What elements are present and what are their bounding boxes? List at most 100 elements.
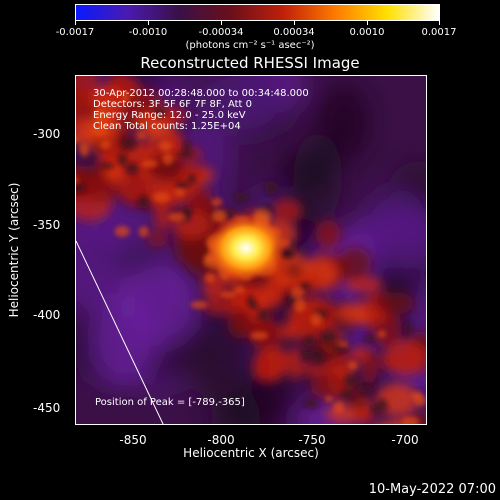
heatmap-texture xyxy=(313,352,326,365)
colorbar-label: 0.00034 xyxy=(273,27,315,38)
heatmap-texture xyxy=(141,160,159,168)
heatmap-texture xyxy=(121,136,138,151)
heatmap-texture xyxy=(94,108,107,123)
heatmap-texture xyxy=(76,182,86,194)
heatmap-texture xyxy=(377,330,386,338)
heatmap-texture xyxy=(375,398,389,412)
heatmap-texture xyxy=(162,153,174,165)
y-tick-label: -300 xyxy=(33,127,61,141)
x-tick-label: -850 xyxy=(119,433,147,447)
colorbar-label: 0.0010 xyxy=(349,27,385,38)
heatmap-texture xyxy=(190,300,208,309)
heatmap-texture xyxy=(121,92,130,102)
info-clean-counts: Clean Total counts: 1.25E+04 xyxy=(93,121,241,132)
x-axis-title: Heliocentric X (arcsec) xyxy=(183,446,319,460)
footer-date: 10-May-2022 07:00 xyxy=(368,482,496,497)
x-tick-label: -800 xyxy=(207,433,235,447)
heatmap-texture xyxy=(315,219,341,249)
colorbar-label: 0.0017 xyxy=(421,27,457,38)
heatmap-texture xyxy=(98,162,115,169)
plot-title: Reconstructed RHESSI Image xyxy=(140,54,360,72)
heatmap-texture xyxy=(272,198,303,223)
heatmap-texture xyxy=(333,345,349,353)
peak-source xyxy=(206,214,286,282)
heatmap-texture xyxy=(360,350,378,384)
info-energy-range: Energy Range: 12.0 - 25.0 keV xyxy=(93,110,246,121)
heatmap-texture xyxy=(153,192,171,203)
heatmap-texture xyxy=(316,84,371,163)
heatmap-texture xyxy=(76,87,83,121)
heatmap-image xyxy=(76,76,426,424)
heatmap-texture xyxy=(367,206,426,269)
heatmap-texture xyxy=(303,398,319,409)
heatmap-texture xyxy=(204,273,216,283)
heatmap-texture xyxy=(324,395,334,402)
heatmap-texture xyxy=(250,331,269,340)
heatmap-texture xyxy=(249,302,260,310)
heatmap-texture xyxy=(89,292,159,381)
heatmap-texture xyxy=(187,173,196,185)
heatmap-texture xyxy=(277,150,336,195)
heatmap-texture xyxy=(234,193,249,202)
colorbar-label: -0.00034 xyxy=(198,27,244,38)
heatmap-texture xyxy=(117,153,128,167)
heatmap-texture xyxy=(82,155,95,162)
heatmap-texture xyxy=(154,202,171,231)
heatmap-texture xyxy=(234,286,246,294)
x-tick-label: -750 xyxy=(298,433,326,447)
heatmap-texture xyxy=(286,346,304,380)
heatmap-texture xyxy=(181,206,194,217)
heatmap-texture xyxy=(375,291,415,315)
heatmap-texture xyxy=(343,374,359,388)
heatmap-texture xyxy=(138,226,149,238)
heatmap-texture xyxy=(219,291,236,298)
heatmap-texture xyxy=(379,420,408,424)
heatmap-texture xyxy=(136,131,146,140)
heatmap-texture xyxy=(116,175,151,202)
heatmap-texture xyxy=(193,346,243,404)
heatmap-texture xyxy=(158,140,172,152)
heatmap-texture xyxy=(356,385,374,393)
heatmap-texture xyxy=(231,76,291,114)
heatmap-texture xyxy=(363,335,377,342)
colorbar-units: (photons cm⁻² s⁻¹ asec⁻²) xyxy=(185,40,315,51)
heatmap-texture xyxy=(257,308,271,322)
heatmap-texture xyxy=(160,106,187,126)
heatmap-texture xyxy=(290,286,305,299)
heatmap-texture xyxy=(125,163,139,175)
colorbar-label: -0.0017 xyxy=(55,27,95,38)
heatmap-texture xyxy=(137,195,150,209)
heatmap-texture xyxy=(264,180,278,195)
heatmap-texture xyxy=(148,153,182,182)
heatmap-texture xyxy=(114,225,130,237)
colorbar xyxy=(75,4,440,21)
heatmap-texture xyxy=(301,351,313,359)
heatmap-texture xyxy=(294,298,306,313)
heatmap-texture xyxy=(299,282,311,292)
y-axis-title: Heliocentric Y (arcsec) xyxy=(7,182,21,318)
heatmap-texture xyxy=(146,230,168,247)
heatmap-texture xyxy=(76,135,80,143)
heatmap-texture xyxy=(337,246,372,281)
y-tick-label: -350 xyxy=(33,218,61,232)
heatmap-texture xyxy=(202,298,241,315)
heatmap-texture xyxy=(104,165,123,182)
heatmap-texture xyxy=(403,321,413,336)
heatmap-texture xyxy=(178,150,194,159)
heatmap-texture xyxy=(211,197,223,207)
heatmap-texture xyxy=(227,307,252,339)
heatmap-texture xyxy=(91,127,108,136)
peak-position-label: Position of Peak = [-789,-365] xyxy=(95,397,245,408)
heatmap-texture xyxy=(182,141,192,152)
heatmap-texture xyxy=(385,339,426,376)
heatmap-texture xyxy=(267,275,285,309)
colorbar-label: -0.0010 xyxy=(128,27,168,38)
heatmap-texture xyxy=(354,406,376,422)
heatmap-texture xyxy=(320,330,338,344)
heatmap-texture xyxy=(347,361,359,371)
heatmap-texture xyxy=(211,210,227,223)
heatmap-texture xyxy=(333,401,345,414)
heatmap-texture xyxy=(310,374,351,400)
heatmap-texture xyxy=(175,181,189,190)
heatmap-texture xyxy=(256,345,286,383)
